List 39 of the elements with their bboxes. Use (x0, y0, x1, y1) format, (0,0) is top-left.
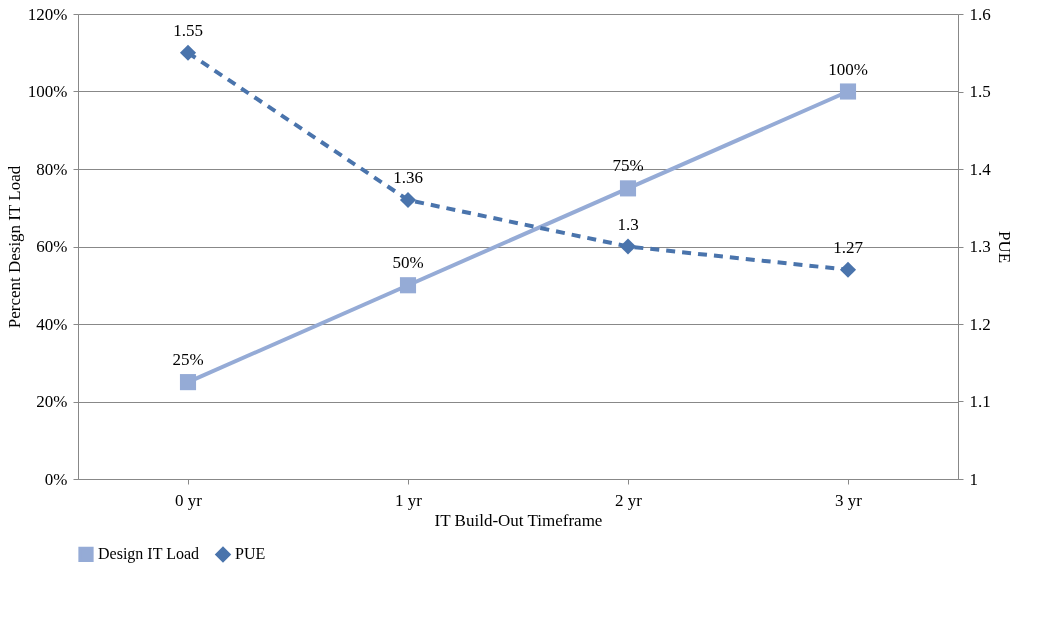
point (179, 44, 197, 61)
y-tick-label: 20% (36, 392, 68, 411)
y2-tick-label: 1.3 (969, 237, 991, 256)
y-tick-label: 120% (27, 4, 68, 24)
legend-label: PUE (235, 545, 266, 563)
y-tick-label: 0% (44, 469, 68, 489)
y2-tick-label: 1.2 (969, 314, 991, 334)
y-tick-label: 100% (27, 82, 68, 101)
data-label: 75% (612, 156, 644, 176)
x-axis-title: IT Build-Out Timeframe (434, 510, 603, 530)
data-label: 100% (828, 59, 868, 79)
point (619, 238, 637, 255)
data-label: 1.36 (393, 168, 423, 187)
point (399, 277, 417, 294)
data-label: 25% (172, 350, 204, 370)
y2-tick-label: 1.5 (969, 82, 991, 101)
data-label: 1.55 (173, 20, 203, 40)
data-label: 50% (392, 253, 424, 273)
y-tick-label: 60% (36, 237, 68, 256)
point (399, 191, 417, 209)
x-tick-label: 2 yr (615, 490, 643, 510)
x-tick-label: 3 yr (835, 490, 863, 510)
data-label: 1.27 (833, 237, 864, 257)
y-tick-label: 40% (36, 314, 68, 334)
y-axis-title: Percent Design IT Load (4, 165, 24, 329)
point (619, 180, 637, 197)
data-label: 1.3 (617, 214, 639, 234)
y2-tick-label: 1.6 (969, 4, 991, 24)
legend-label: Design IT Load (98, 545, 200, 564)
y2-tick-label: 1.4 (969, 159, 992, 179)
y2-tick-label: 1.1 (969, 392, 991, 411)
x-tick-label: 1 yr (395, 490, 423, 510)
point (179, 374, 197, 391)
y2-axis-title: PUE (994, 230, 1014, 264)
y-tick-label: 80% (36, 159, 68, 179)
point (839, 261, 857, 278)
y2-tick-label: 1 (969, 469, 978, 489)
x-tick-label: 0 yr (175, 490, 203, 510)
point (839, 83, 857, 100)
